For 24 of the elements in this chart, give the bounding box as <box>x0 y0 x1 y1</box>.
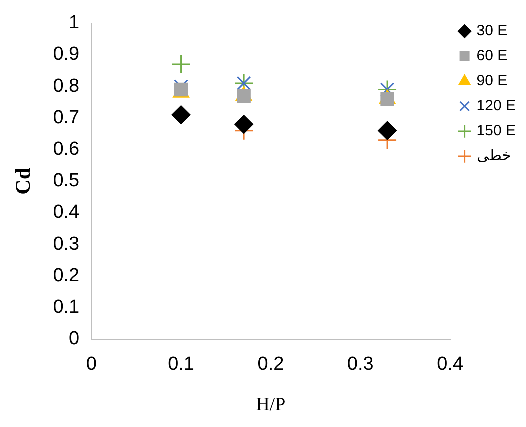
legend-label: 150 E <box>476 122 516 140</box>
x-tick-label: 0.2 <box>258 354 284 376</box>
y-tick-label: 0.9 <box>53 44 80 66</box>
x-tick-label: 0 <box>86 354 97 376</box>
y-tick-label: 0.8 <box>53 76 80 97</box>
y-tick-label: 0.1 <box>53 297 80 318</box>
legend-label: 60 E <box>476 48 508 65</box>
x-tick-label: 0.3 <box>347 354 374 376</box>
y-tick-label: 0 <box>69 328 80 350</box>
x-tick-label: 0.4 <box>437 354 464 376</box>
y-tick-label: 1 <box>69 12 80 34</box>
x-tick-label: 0.1 <box>168 354 194 376</box>
x-axis-title: H/P <box>256 394 286 416</box>
legend-label: 120 E <box>476 98 516 115</box>
legend-label: 90 E <box>476 72 508 90</box>
y-tick-label: 0.3 <box>53 234 80 255</box>
y-tick-label: 0.5 <box>53 170 80 192</box>
y-tick-label: 0.6 <box>53 139 80 160</box>
y-tick-label: 0.7 <box>53 107 80 128</box>
y-tick-label: 0.2 <box>53 265 80 286</box>
legend-label: خطی <box>476 148 511 165</box>
legend-label: 30 E <box>476 22 508 40</box>
y-axis-title: Cd <box>11 168 36 195</box>
y-tick-label: 0.4 <box>53 202 80 224</box>
